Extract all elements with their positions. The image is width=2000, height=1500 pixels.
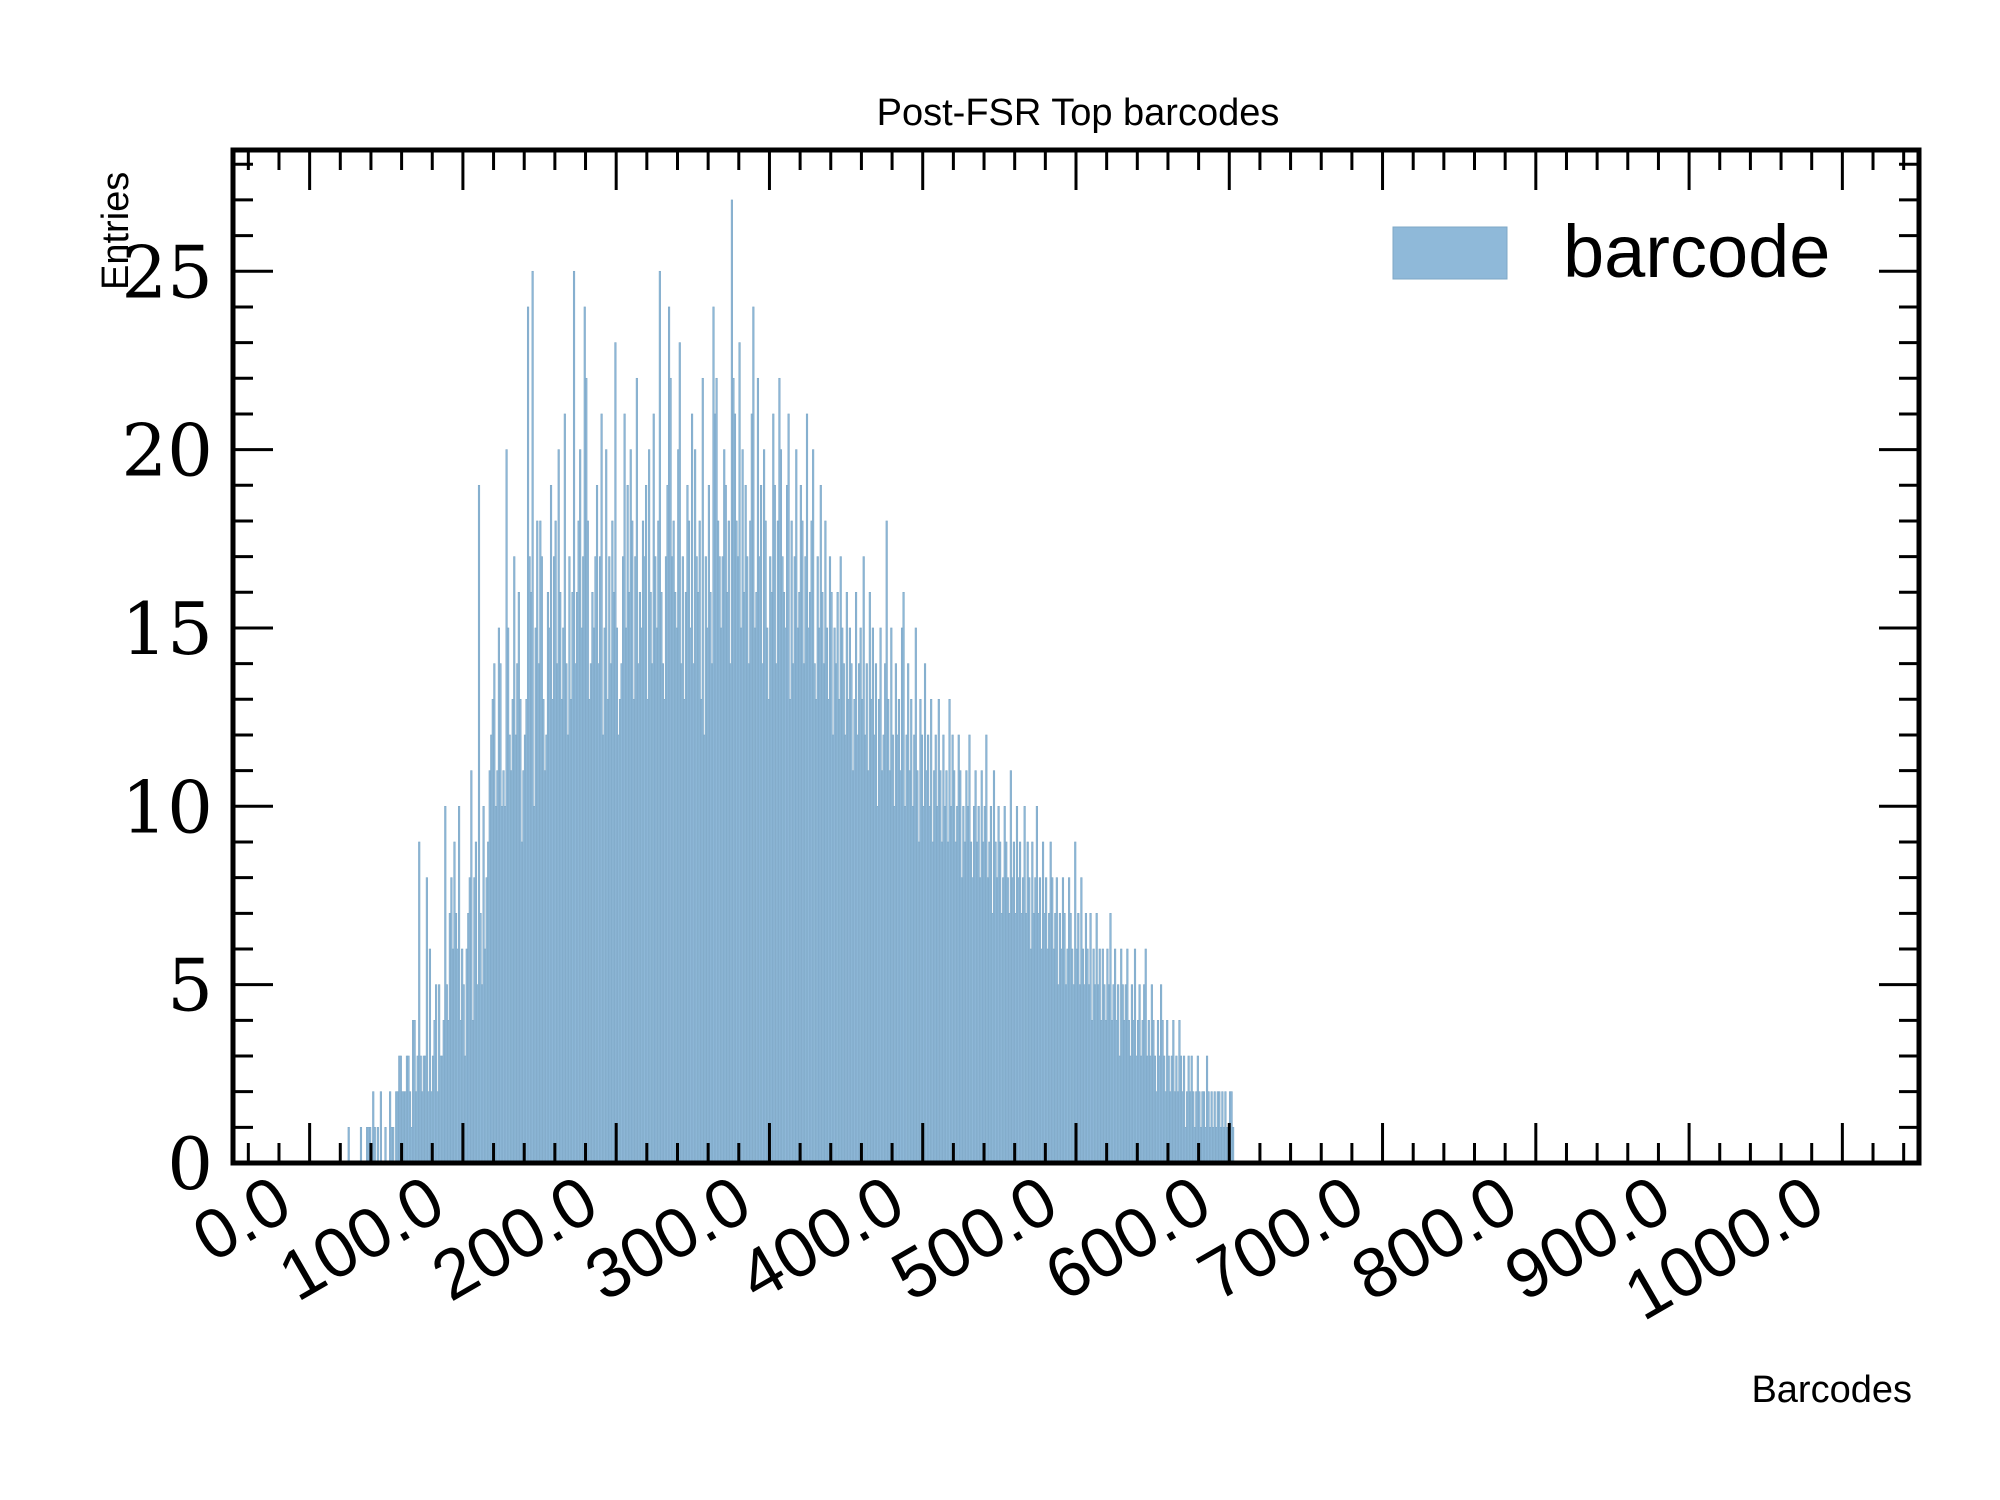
legend: barcode [1392,210,1830,293]
x-tick-label: 100.0 [266,1160,457,1315]
x-tick-label: 300.0 [572,1160,763,1315]
plot-frame [230,147,1922,1166]
histogram-bar [384,1127,387,1164]
x-tick-label: 500.0 [879,1160,1070,1315]
x-tick-label: 400.0 [725,1160,916,1315]
legend-swatch [1392,226,1508,280]
histogram-bar [373,1127,376,1164]
y-axis-ticks: 0 5 10 15 20 25 [121,162,1919,1206]
histogram-bar [1232,1127,1235,1164]
y-tick-label: 5 [167,944,213,1028]
x-axis-label: Barcodes [1751,1369,1912,1411]
y-tick-label: 20 [121,409,213,493]
x-tick-label: 200.0 [419,1160,610,1315]
y-tick-label: 25 [121,230,213,314]
x-tick-label: 600.0 [1032,1160,1223,1315]
legend-label-barcode: barcode [1563,210,1830,293]
y-tick-label: 15 [121,587,213,671]
histogram-bar [392,1127,395,1164]
histogram-bar [376,1127,379,1164]
y-tick-label: 0 [167,1122,213,1206]
x-tick-label: 700.0 [1185,1160,1376,1315]
chart-title: Post-FSR Top barcodes [877,92,1280,134]
x-tick-label: 800.0 [1339,1160,1530,1315]
histogram-bars [347,199,1235,1164]
histogram-bar [379,1091,382,1164]
y-tick-label: 10 [121,765,213,849]
histogram-bar [359,1127,363,1164]
y-axis-label: Entries [95,172,137,290]
histogram-bar [347,1127,350,1164]
